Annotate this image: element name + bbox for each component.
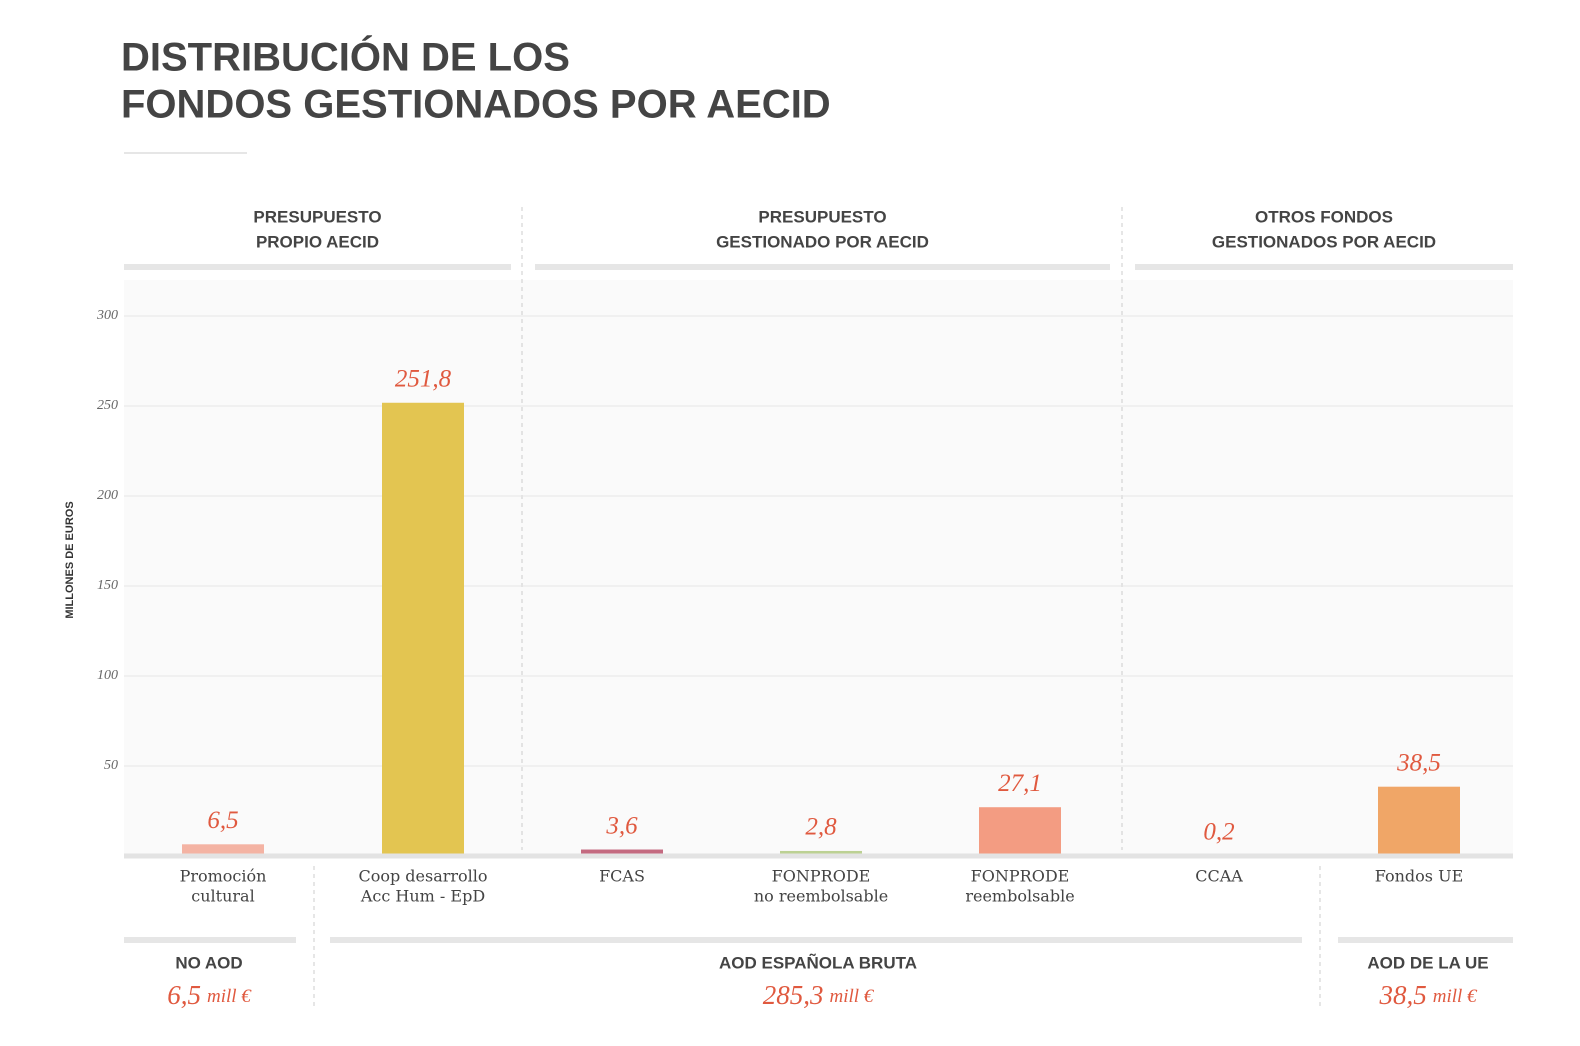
total-value: 285,3 (763, 980, 824, 1010)
group-bar (330, 937, 1302, 943)
group-total: 285,3 mill € (763, 980, 875, 1010)
y-tick-label: 300 (96, 308, 118, 323)
group-bar (1338, 937, 1513, 943)
y-tick-label: 250 (97, 398, 118, 413)
group-label: GESTIONADOS POR AECID (1212, 232, 1436, 251)
group-total: 6,5 mill € (167, 980, 252, 1010)
value-label: 2,8 (805, 814, 837, 841)
bar (780, 850, 862, 856)
group-label: NO AOD (175, 953, 242, 972)
plot-background (124, 280, 1513, 856)
total-unit: mill € (207, 986, 252, 1007)
y-tick-label: 50 (104, 758, 118, 773)
group-bar (124, 264, 511, 270)
group-label: OTROS FONDOS (1255, 207, 1393, 226)
group-label: PRESUPUESTO (253, 207, 381, 226)
value-label: 251,8 (395, 365, 452, 392)
x-tick-label: reembolsable (965, 887, 1074, 906)
y-axis-label: MILLONES DE EUROS (64, 501, 76, 618)
value-label: 38,5 (1396, 749, 1441, 776)
x-tick-label: Coop desarrollo (358, 867, 487, 886)
chart-title: FONDOS GESTIONADOS POR AECID (121, 83, 831, 127)
x-tick-label: Fondos UE (1375, 867, 1464, 886)
group-total: 38,5 mill € (1378, 980, 1478, 1010)
chart-title: DISTRIBUCIÓN DE LOS (121, 34, 570, 80)
x-tick-label: Promoción (180, 867, 267, 886)
y-tick-label: 200 (97, 488, 118, 503)
bar (1378, 786, 1460, 856)
x-tick-label: CCAA (1195, 867, 1243, 886)
total-value: 6,5 (167, 980, 201, 1010)
group-bar (1135, 264, 1513, 270)
value-label: 27,1 (998, 770, 1042, 797)
total-unit: mill € (829, 986, 874, 1007)
x-tick-label: Acc Hum - EpD (360, 887, 485, 906)
group-label: AOD DE LA UE (1367, 953, 1488, 972)
y-tick-label: 100 (97, 668, 118, 683)
group-bar (124, 937, 296, 943)
bar (382, 402, 464, 856)
bar (979, 807, 1061, 856)
bar (182, 844, 264, 856)
x-tick-label: FONPRODE (772, 867, 871, 886)
value-label: 6,5 (207, 807, 238, 834)
value-label: 0,2 (1203, 818, 1234, 845)
y-tick-label: 150 (97, 578, 118, 593)
x-tick-label: cultural (191, 887, 254, 906)
group-bar (535, 264, 1110, 270)
group-label: PRESUPUESTO (758, 207, 886, 226)
x-tick-label: FONPRODE (971, 867, 1070, 886)
group-label: GESTIONADO POR AECID (716, 232, 929, 251)
x-tick-label: FCAS (599, 867, 645, 886)
bar (581, 849, 663, 856)
total-value: 38,5 (1378, 980, 1426, 1010)
x-tick-label: no reembolsable (754, 887, 888, 906)
value-label: 3,6 (605, 812, 638, 839)
total-unit: mill € (1433, 986, 1478, 1007)
group-label: PROPIO AECID (256, 232, 379, 251)
group-label: AOD ESPAÑOLA BRUTA (719, 952, 917, 972)
